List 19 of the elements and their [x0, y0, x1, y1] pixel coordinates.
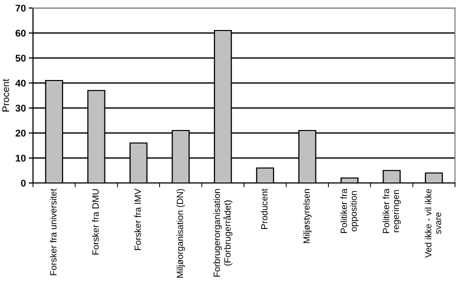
x-tick-label: Politiker fra opposition [340, 188, 359, 233]
y-tick-label: 20 [16, 130, 26, 137]
x-tick-label: Forsker fra universitet [50, 188, 57, 276]
y-tick-label: 10 [16, 154, 26, 162]
x-tick-label: Politiker fra regeringen [382, 188, 401, 233]
x-tick-label: Forbrugerorganisation (Forbrugerrådet) [213, 189, 232, 277]
x-tick-label: Miljøorganisation (DN) [176, 189, 185, 278]
y-tick-label: 40 [15, 80, 26, 87]
y-tick-label: 30 [15, 104, 26, 112]
y-tick-label: 0 [21, 180, 26, 187]
y-tick-label: 50 [16, 54, 26, 62]
x-tick-label: Forsker fra DMU [92, 189, 99, 255]
x-tick-label: Producent [260, 188, 268, 229]
y-tick-label: 60 [16, 30, 26, 37]
x-tick-label: Ved ikke - vil ikke svare [424, 188, 442, 258]
x-tick-label: Miljøstyrelsen [303, 189, 312, 243]
y-tick-label: 70 [16, 4, 26, 12]
y-axis-title: Procent [2, 78, 10, 112]
x-tick-label: Forsker fra IMV [134, 188, 141, 250]
